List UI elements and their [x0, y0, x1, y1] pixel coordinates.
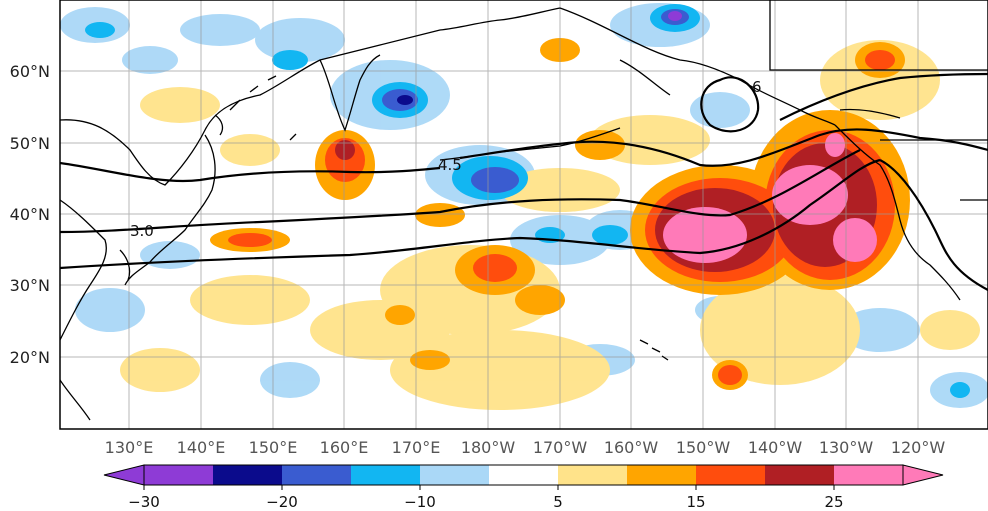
lon-label-150w: 150°W: [676, 438, 731, 457]
colorbar-label-neg30: −30: [128, 493, 160, 511]
contour-label-6: 6: [752, 78, 762, 96]
lon-label-160e: 160°E: [320, 438, 369, 457]
colorbar-label-5: 5: [553, 493, 563, 511]
colorbar: −30 −20 −10 5 15 25: [103, 464, 944, 511]
contour-3-lower: [60, 158, 881, 270]
colorbar-segment: [696, 465, 765, 485]
colorbar-segment: [489, 465, 558, 485]
lon-label-180w: 180°W: [461, 438, 516, 457]
colorbar-segment: [558, 465, 627, 485]
lat-label-60n: 60°N: [10, 62, 50, 81]
lat-label-30n: 30°N: [10, 276, 50, 295]
lon-label-130e: 130°E: [105, 438, 154, 457]
longitude-labels: 130°E 140°E 150°E 160°E 170°E 180°W 170°…: [105, 438, 946, 457]
colorbar-segment: [765, 465, 834, 485]
latitude-labels: 60°N 50°N 40°N 30°N 20°N: [10, 62, 50, 367]
blue-patches: [85, 4, 970, 398]
colorbar-label-15: 15: [686, 493, 705, 511]
lat-label-40n: 40°N: [10, 205, 50, 224]
contour-label-3: 3.0: [130, 222, 154, 240]
colorbar-min-arrow: [103, 464, 145, 486]
lon-label-150e: 150°E: [249, 438, 298, 457]
lat-label-50n: 50°N: [10, 134, 50, 153]
lon-label-160w: 160°W: [604, 438, 659, 457]
lon-label-170w: 170°W: [533, 438, 588, 457]
lat-label-20n: 20°N: [10, 348, 50, 367]
colorbar-frame: [143, 464, 904, 486]
colorbar-label-neg20: −20: [266, 493, 298, 511]
colorbar-segment: [627, 465, 696, 485]
map-frame: [59, 0, 988, 430]
colorbar-segment: [351, 465, 420, 485]
colorbar-max-arrow: [902, 464, 944, 486]
contour-4.5: [60, 128, 988, 183]
contour-3-east: [879, 159, 988, 291]
pink-patches: [663, 133, 877, 263]
lon-label-140e: 140°E: [177, 438, 226, 457]
contour-label-4-5: 4.5: [438, 156, 462, 174]
lon-label-120w: 120°W: [891, 438, 946, 457]
colorbar-segment: [420, 465, 489, 485]
lon-label-130w: 130°W: [819, 438, 874, 457]
lon-label-140w: 140°W: [748, 438, 803, 457]
colorbar-segment: [282, 465, 351, 485]
lon-label-170e: 170°E: [392, 438, 441, 457]
colorbar-label-neg10: −10: [404, 493, 436, 511]
colorbar-segment: [213, 465, 282, 485]
colorbar-label-25: 25: [824, 493, 843, 511]
contour-6: [700, 76, 760, 133]
colorbar-segment: [834, 465, 903, 485]
colorbar-ticks: [143, 485, 835, 490]
anomaly-field: 3.0 4.5 6: [60, 0, 988, 429]
contour-outer: [779, 72, 988, 121]
colorbar-segment: [144, 465, 213, 485]
contours: [60, 72, 988, 291]
contour-3-upper: [60, 149, 861, 234]
